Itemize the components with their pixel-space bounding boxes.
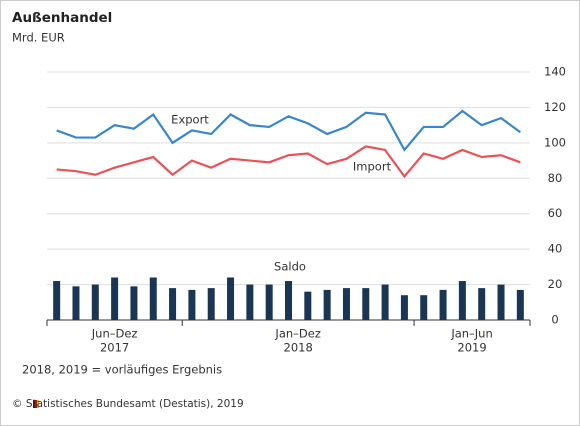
group-sublabel: 2019 [457, 341, 486, 355]
bar [285, 281, 292, 320]
bar [227, 277, 235, 320]
line [56, 145, 521, 179]
series-label: Import [353, 160, 392, 174]
y-tick-label: 140 [544, 65, 566, 79]
series-label: Export [171, 113, 209, 127]
bar [516, 289, 524, 320]
bar [111, 277, 119, 320]
bar [420, 295, 428, 320]
group-label: Jun–Dez [91, 327, 138, 341]
y-tick-label: 0 [551, 313, 558, 327]
bar [362, 288, 370, 320]
chart-subtitle: Mrd. EUR [12, 31, 65, 45]
bar [53, 281, 61, 320]
y-tick-label: 40 [548, 242, 563, 256]
bar [149, 277, 157, 320]
group-sublabel: 2018 [284, 341, 313, 355]
y-tick-label: 100 [544, 135, 566, 149]
bar [439, 289, 447, 320]
bar [130, 286, 138, 320]
y-tick-label: 20 [548, 277, 563, 291]
y-tick-label: 60 [548, 206, 563, 220]
bar [246, 284, 254, 320]
bar [400, 295, 408, 320]
group-label: Jan–Jun [450, 327, 492, 341]
bar [478, 288, 486, 320]
series-label: Saldo [274, 260, 306, 274]
chart-title: Außenhandel [12, 10, 112, 26]
bar [169, 288, 177, 320]
line [56, 109, 521, 152]
bar [304, 291, 312, 320]
group-label: Jan–Dez [274, 327, 320, 341]
group-sublabel: 2017 [100, 341, 129, 355]
footnote: 2018, 2019 = vorläufiges Ergebnis [22, 363, 222, 377]
bar [207, 288, 215, 320]
bar [91, 284, 99, 320]
bar [323, 289, 331, 320]
y-tick-label: 80 [548, 171, 563, 185]
bar [342, 288, 350, 320]
bar [381, 284, 389, 320]
bar [497, 284, 505, 320]
bar [72, 286, 80, 320]
source: © Statistisches Bundesamt (Destatis), 20… [12, 398, 244, 410]
y-tick-label: 120 [544, 100, 566, 114]
bar [458, 281, 466, 320]
bar [265, 284, 273, 320]
bar [188, 289, 196, 320]
flag-icon [33, 400, 39, 408]
